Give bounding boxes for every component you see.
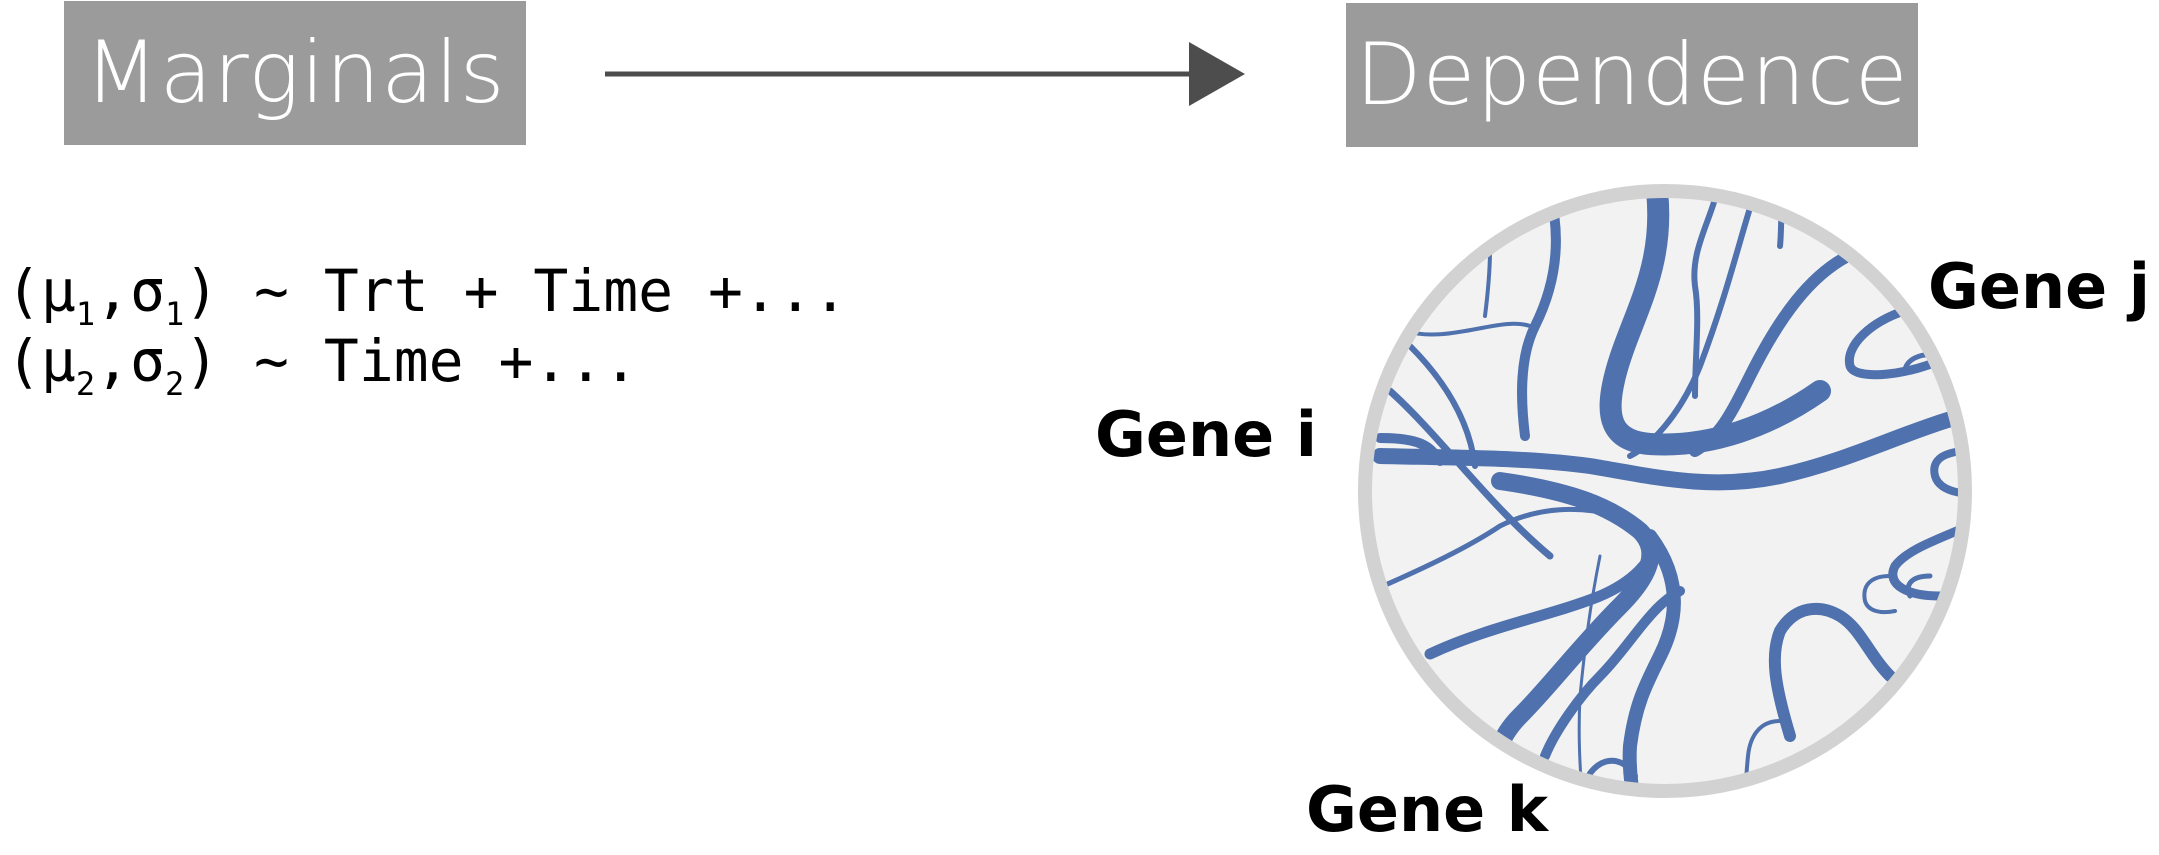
dependence-label: Dependence [1355,25,1909,125]
edge-top-left-2 [1407,343,1478,469]
edge-left-mid [1424,540,1661,660]
formula-line-1: (μ1,σ1) ~ Trt + Time +... [6,257,848,333]
edge-lower-right-2 [1862,574,1897,615]
dependence-box: Dependence [1346,3,1918,147]
edge-top-right-2 [1627,191,1763,459]
edge-top-left [1386,387,1554,560]
edge-right-curl-3 [1905,573,1933,599]
edge-top-right [1691,191,1723,399]
edge-right-curl-2 [1888,511,1965,601]
edge-lower-right [1768,603,1896,742]
edge-left-thin [1365,506,1623,599]
marginals-label: Marginals [84,23,506,123]
gene-k-label: Gene k [1306,773,1548,846]
edge-right-loop [1844,304,1955,380]
gene-network-illustration [1358,184,1972,798]
right-arrow-icon [605,42,1245,106]
gene-j-label: Gene j [1928,250,2150,323]
edge-top-left-3 [1403,321,1532,337]
edge-left-stub [1375,433,1445,466]
gene-i-label: Gene i [1095,398,1317,471]
edge-top-mid [1517,191,1561,441]
edge-lower-right-3 [1743,719,1782,791]
edge-lower-left [1484,472,1660,791]
edge-thin-vertical [1577,554,1602,791]
marginals-box: Marginals [64,1,526,145]
edge-gene-j [1689,250,1854,457]
edge-k-branch [1540,586,1685,761]
edge-trunk [1599,191,1831,456]
edge-gene-i-j [1372,398,1965,491]
formula-line-2: (μ2,σ2) ~ Time +... [6,327,639,403]
